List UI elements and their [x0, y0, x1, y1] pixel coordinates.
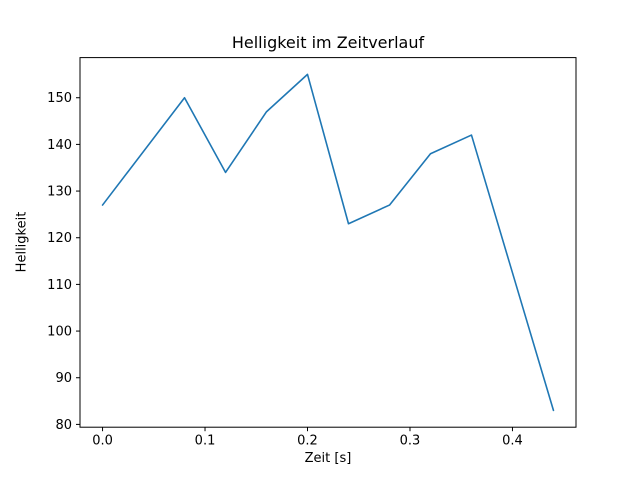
y-tick-label: 140 [47, 138, 72, 153]
y-axis-label: Helligkeit [14, 211, 30, 273]
y-tick-label: 120 [47, 231, 72, 246]
data-series-line [101, 73, 555, 412]
x-tick-label: 0.1 [195, 434, 216, 449]
y-tick-label: 150 [47, 91, 72, 106]
x-axis-label: Zeit [s] [304, 451, 352, 466]
y-tick-label: 80 [55, 418, 72, 433]
y-tick-label: 100 [47, 325, 72, 340]
y-tick-label: 110 [47, 278, 72, 293]
x-tick-label: 0.3 [400, 434, 421, 449]
x-tick-label: 0.0 [92, 434, 113, 449]
y-tick-label: 130 [47, 185, 72, 200]
x-tick-label: 0.4 [502, 434, 523, 449]
x-tick-label: 0.2 [297, 434, 318, 449]
y-tick-label: 90 [55, 371, 72, 386]
chart-title: Helligkeit im Zeitverlauf [231, 33, 425, 52]
